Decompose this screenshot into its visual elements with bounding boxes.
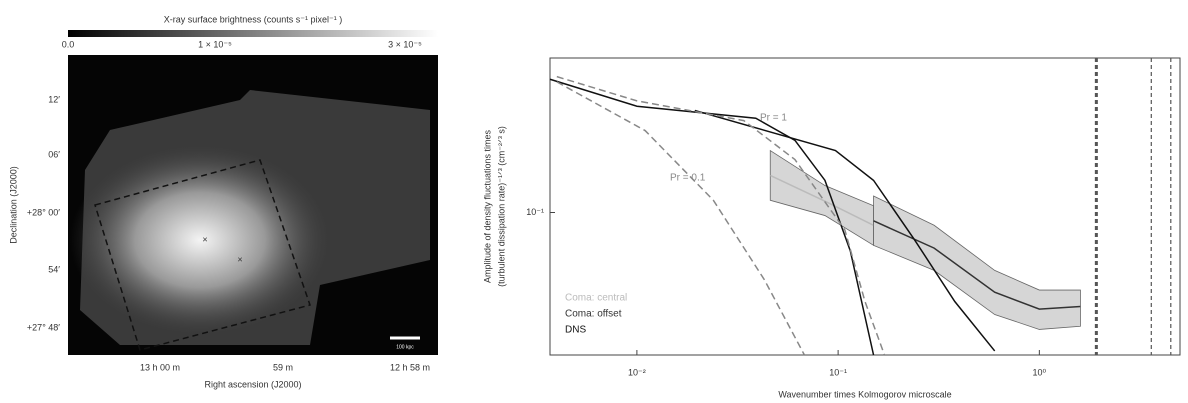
legend-entry: Coma: offset [565,309,622,320]
figure: X-ray surface brightness (counts s⁻¹ pix… [0,0,1188,403]
x-label: 59 m [273,362,293,372]
legend-entry: Coma: central [565,293,627,304]
y-label: +28° 00′ [27,207,60,217]
chart: 10⁻² 10⁻¹ 10⁰ 10⁻¹ Wavenumber times Kolmogor… [482,58,1180,399]
colorbar-title: X-ray surface brightness (counts s⁻¹ pix… [164,14,343,24]
colorbar-label: 0.0 [62,39,75,49]
x-axis-title: Wavenumber times Kolmogorov microscale [778,389,951,399]
x-label: 13 h 00 m [140,362,180,372]
x-tick-label: 10⁻² [628,367,646,377]
y-title: Declination (J2000) [8,166,18,244]
x-title: Right ascension (J2000) [204,379,301,389]
cluster-emission [70,145,330,335]
image-panel: X-ray surface brightness (counts s⁻¹ pix… [8,14,438,389]
center-marker: × [202,234,207,244]
colorbar-label: 3 × 10⁻⁵ [388,39,422,49]
y-axis-title: (turbulent dissipation rate)⁻¹ᐟ³ (cm⁻²ᐟ³… [496,126,506,287]
y-axis-title: Amplitude of density fluctuations times [482,129,492,283]
legend-entry: DNS [565,325,586,336]
y-label: +27° 48′ [27,322,60,332]
scale-bar-label: 100 kpc [396,344,414,350]
y-label: 12′ [48,94,60,104]
colorbar [68,30,438,37]
uncertainty-band [874,196,1081,329]
x-tick-label: 10⁰ [1033,367,1047,377]
y-tick-label: 10⁻¹ [526,207,544,217]
colorbar-label: 1 × 10⁻⁵ [198,39,232,49]
offset-marker: × [237,254,242,264]
x-label: 12 h 58 m [390,362,430,372]
y-label: 54′ [48,264,60,274]
annotation: Pr = 0.1 [670,173,706,184]
x-tick-label: 10⁻¹ [829,367,847,377]
annotation: Pr = 1 [760,113,787,124]
y-label: 06′ [48,149,60,159]
